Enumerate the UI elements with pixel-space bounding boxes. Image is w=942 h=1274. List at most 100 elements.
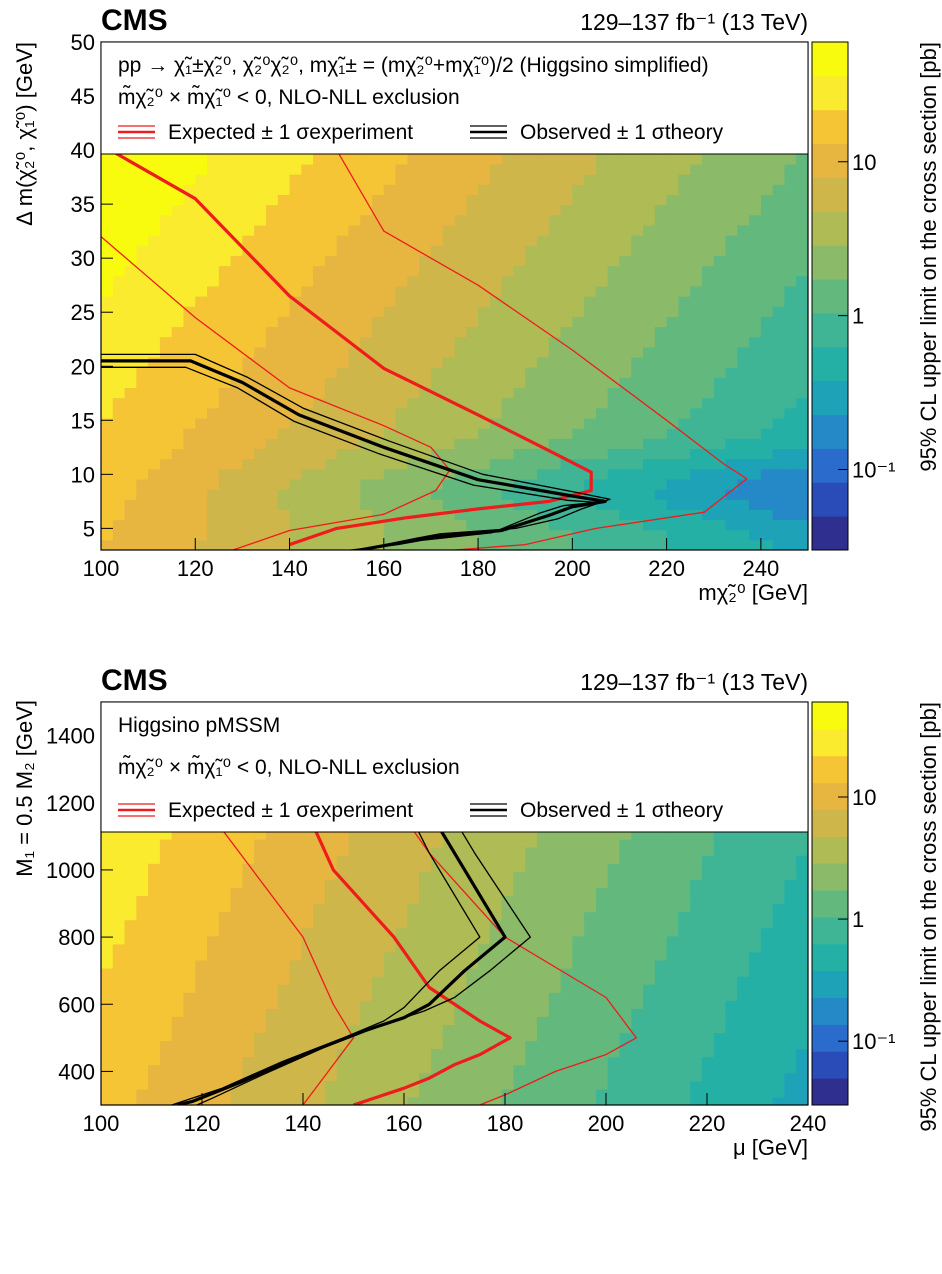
- heatmap-cell: [207, 346, 220, 358]
- heatmap-cell: [242, 417, 255, 429]
- heatmap-cell: [136, 499, 149, 510]
- heatmap-cell: [265, 184, 279, 195]
- heatmap-cell: [749, 296, 762, 307]
- heatmap-cell: [419, 316, 432, 328]
- heatmap-cell: [230, 1016, 243, 1025]
- heatmap-cell: [383, 1000, 397, 1009]
- heatmap-cell: [183, 911, 196, 921]
- heatmap-cell: [348, 326, 361, 338]
- heatmap-cell: [383, 326, 397, 338]
- heatmap-cell: [195, 163, 208, 175]
- heatmap-cell: [324, 1008, 338, 1017]
- heatmap-cell: [713, 316, 727, 328]
- heatmap-cell: [207, 245, 220, 256]
- heatmap-cell: [171, 163, 185, 175]
- heatmap-cell: [360, 1000, 373, 1009]
- heatmap-cell: [678, 285, 691, 297]
- heatmap-cell: [489, 306, 503, 317]
- heatmap-cell: [513, 959, 526, 969]
- heatmap-cell: [525, 367, 538, 378]
- heatmap-cell: [301, 275, 314, 287]
- heatmap-cell: [324, 976, 338, 985]
- heatmap-cell: [159, 397, 173, 409]
- heatmap-cell: [749, 265, 762, 277]
- heatmap-cell: [796, 458, 808, 470]
- heatmap-cell: [112, 235, 126, 246]
- heatmap-cell: [348, 1064, 361, 1074]
- heatmap-cell: [442, 356, 456, 368]
- heatmap-cell: [195, 992, 208, 1001]
- heatmap-cell: [407, 296, 420, 307]
- heatmap-cell: [560, 235, 573, 246]
- heatmap-cell: [796, 265, 808, 277]
- heatmap-cell: [372, 911, 385, 921]
- heatmap-cell: [171, 235, 185, 246]
- heatmap-cell: [501, 306, 515, 317]
- y-tick-label: 10: [71, 462, 95, 487]
- heatmap-cell: [372, 224, 385, 236]
- heatmap-cell: [101, 1008, 114, 1017]
- heatmap-cell: [195, 245, 208, 256]
- heatmap-cell: [525, 1056, 538, 1066]
- heatmap-cell: [348, 306, 361, 317]
- heatmap-cell: [360, 935, 373, 945]
- heatmap-cell: [442, 387, 456, 399]
- heatmap-cell: [148, 184, 161, 195]
- heatmap-cell: [183, 346, 196, 358]
- heatmap-cell: [478, 489, 491, 500]
- heatmap-cell: [277, 1024, 291, 1034]
- heatmap-cell: [478, 830, 491, 840]
- y-tick-label: 25: [71, 300, 95, 325]
- heatmap-cell: [407, 863, 420, 872]
- colorbar-tick-label: 1: [852, 304, 864, 329]
- heatmap-cell: [324, 184, 338, 195]
- heatmap-cell: [112, 194, 126, 206]
- heatmap-cell: [584, 356, 597, 368]
- heatmap-cell: [419, 285, 432, 297]
- heatmap-cell: [525, 959, 538, 969]
- heatmap-cell: [513, 316, 526, 328]
- heatmap-cell: [501, 468, 515, 480]
- heatmap-cell: [513, 407, 526, 419]
- heatmap-cell: [631, 306, 644, 317]
- heatmap-cell: [101, 1040, 114, 1050]
- heatmap-cell: [242, 911, 255, 921]
- heatmap-cell: [313, 306, 326, 317]
- heatmap-cell: [159, 1008, 173, 1017]
- heatmap-cell: [360, 1008, 373, 1017]
- heatmap-cell: [277, 163, 291, 175]
- heatmap-cell: [666, 438, 679, 449]
- colorbar-swatch: [812, 312, 848, 348]
- heatmap-cell: [336, 163, 350, 175]
- heatmap-cell: [430, 499, 444, 510]
- heatmap-cell: [466, 489, 479, 500]
- heatmap-cell: [230, 1088, 243, 1098]
- heatmap-cell: [289, 1008, 302, 1017]
- heatmap-cell: [619, 163, 632, 175]
- heatmap-cell: [242, 489, 255, 500]
- heatmap-cell: [678, 489, 691, 500]
- heatmap-cell: [442, 489, 456, 500]
- heatmap-cell: [489, 184, 503, 195]
- heatmap-cell: [442, 478, 456, 490]
- heatmap-cell: [313, 959, 326, 969]
- heatmap-cell: [171, 895, 185, 905]
- heatmap-cell: [171, 468, 185, 480]
- heatmap-cell: [136, 478, 149, 490]
- heatmap-cell: [348, 1016, 361, 1025]
- heatmap-cell: [383, 976, 397, 985]
- heatmap-cell: [159, 204, 173, 216]
- heatmap-cell: [643, 224, 656, 236]
- heatmap-cell: [607, 346, 621, 358]
- heatmap-cell: [254, 830, 267, 840]
- heatmap-cell: [430, 387, 444, 399]
- heatmap-cell: [230, 478, 243, 490]
- heatmap-cell: [159, 879, 173, 888]
- heatmap-cell: [395, 967, 408, 977]
- heatmap-cell: [265, 863, 279, 872]
- heatmap-cell: [454, 927, 467, 937]
- heatmap-cell: [277, 984, 291, 993]
- heatmap-cell: [536, 245, 550, 256]
- heatmap-cell: [584, 306, 597, 317]
- heatmap-cell: [595, 275, 609, 287]
